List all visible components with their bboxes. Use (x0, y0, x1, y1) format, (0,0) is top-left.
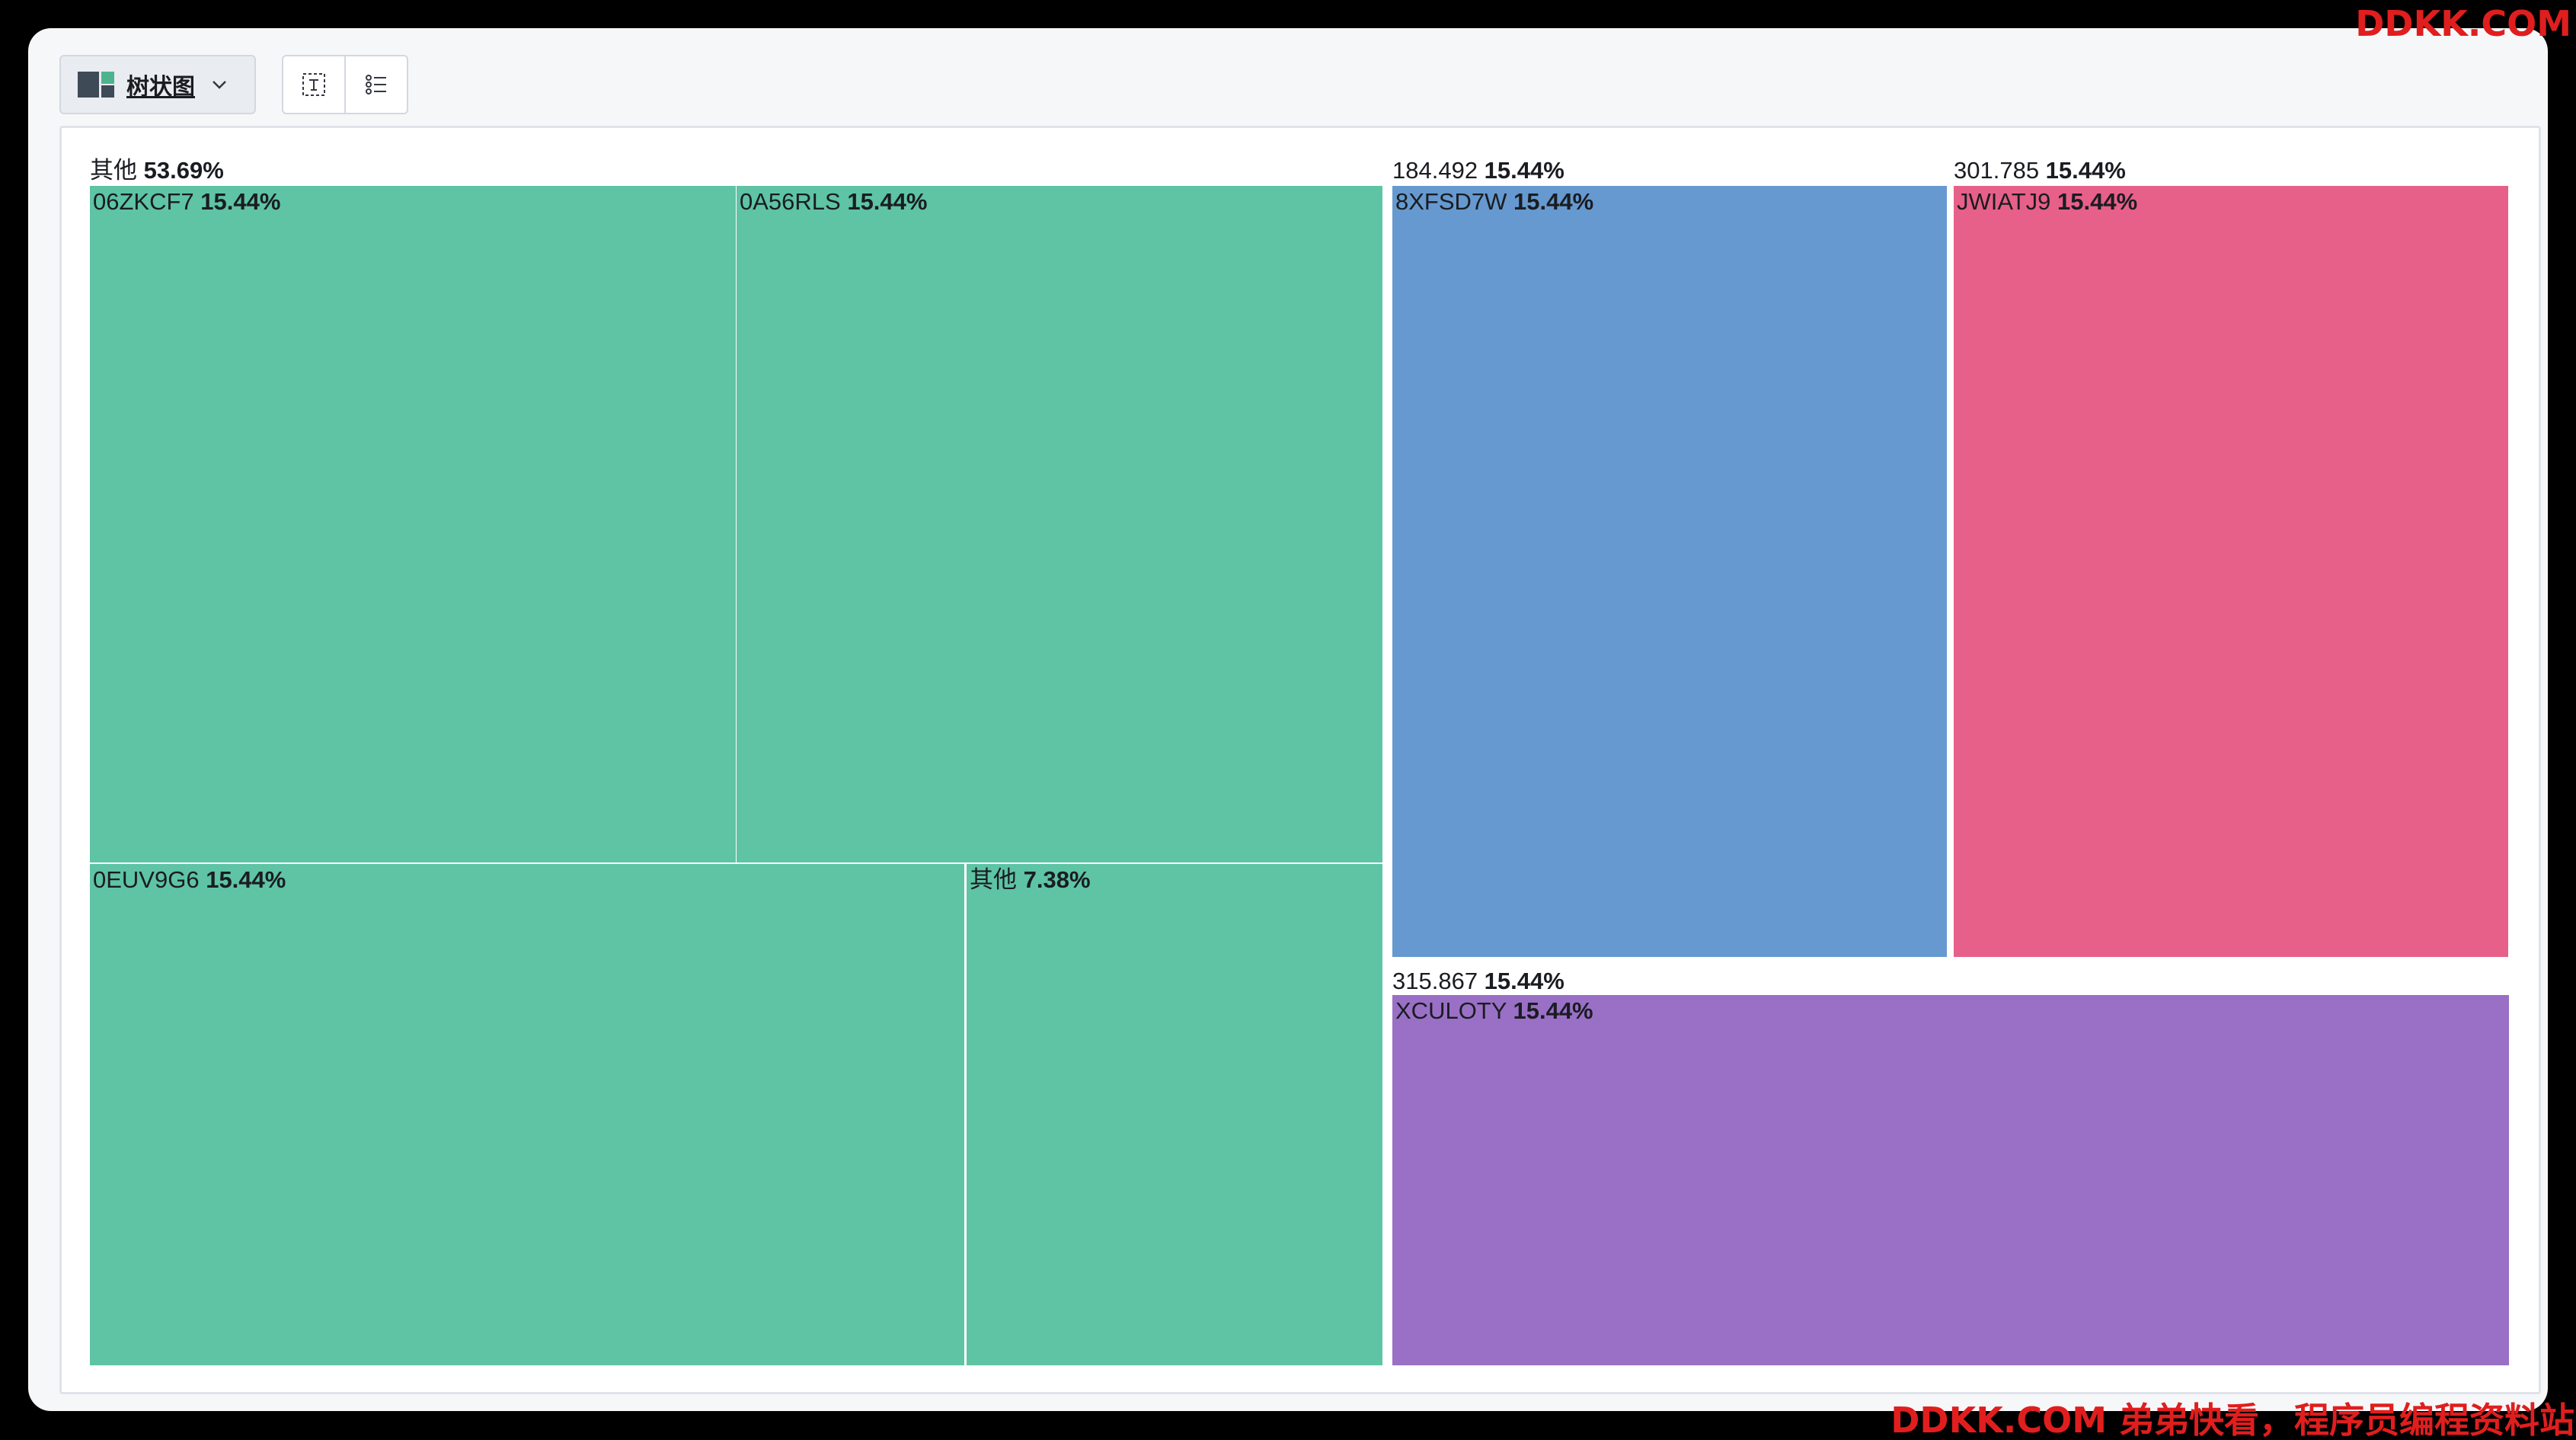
group-label-name: 184.492 (1392, 157, 1485, 184)
treemap-panel: 其他 53.69% 06ZKCF7 15.44% 0A56RLS 15.44% 0EU… (59, 126, 2541, 1394)
cell-label-name: 其他 (970, 866, 1024, 893)
view-options-group (282, 55, 408, 114)
treemap-group-label: 其他 53.69% (90, 158, 224, 182)
watermark-bottom: DDKK.COM 弟弟快看，程序员编程资料站 (1890, 1400, 2574, 1440)
legend-toggle-button[interactable] (344, 56, 407, 113)
chart-type-label: 树状图 (126, 75, 195, 100)
treemap-cell[interactable]: 8XFSD7W 15.44% (1392, 186, 1947, 957)
group-label-percent: 15.44% (1484, 157, 1564, 184)
treemap-cell[interactable]: 0EUV9G6 15.44% (90, 864, 964, 1365)
fit-icon (302, 73, 325, 96)
fit-to-screen-button[interactable] (283, 56, 344, 113)
group-label-name: 其他 (90, 157, 144, 184)
treemap-cell[interactable]: 0A56RLS 15.44% (737, 186, 1382, 862)
chevron-down-icon (213, 81, 226, 89)
treemap-cell[interactable]: 06ZKCF7 15.44% (90, 186, 736, 862)
cell-label-name: JWIATJ9 (1957, 188, 2058, 215)
group-label-percent: 15.44% (1484, 968, 1564, 994)
cell-label-percent: 15.44% (847, 188, 928, 215)
treemap-cell[interactable]: XCULOTY 15.44% (1392, 995, 2509, 1365)
treemap-cell[interactable]: JWIATJ9 15.44% (1954, 186, 2508, 957)
treemap-group-label: 184.492 15.44% (1392, 158, 1564, 182)
cell-label-percent: 15.44% (200, 188, 281, 215)
treemap-cell[interactable]: 其他 7.38% (967, 864, 1382, 1365)
cell-label-name: 0A56RLS (740, 188, 848, 215)
cell-label-percent: 7.38% (1023, 866, 1091, 893)
group-label-percent: 53.69% (143, 157, 224, 184)
treemap-group-label: 301.785 15.44% (1954, 158, 2126, 182)
group-label-name: 301.785 (1954, 157, 2046, 184)
treemap-group-label: 315.867 15.44% (1392, 969, 1564, 993)
group-label-percent: 15.44% (2045, 157, 2126, 184)
treemap-icon (78, 72, 114, 98)
cell-label-percent: 15.44% (206, 866, 286, 893)
cell-label-name: 0EUV9G6 (93, 866, 206, 893)
cell-label-percent: 15.44% (1513, 188, 1594, 215)
group-label-name: 315.867 (1392, 968, 1485, 994)
cell-label-percent: 15.44% (1513, 997, 1593, 1024)
cell-label-percent: 15.44% (2057, 188, 2138, 215)
cell-label-name: 06ZKCF7 (93, 188, 201, 215)
watermark-top: DDKK.COM (2355, 3, 2571, 44)
legend-list-icon (366, 75, 386, 94)
chart-type-dropdown[interactable]: 树状图 (59, 55, 256, 114)
cell-label-name: 8XFSD7W (1395, 188, 1514, 215)
cell-label-name: XCULOTY (1395, 997, 1513, 1024)
